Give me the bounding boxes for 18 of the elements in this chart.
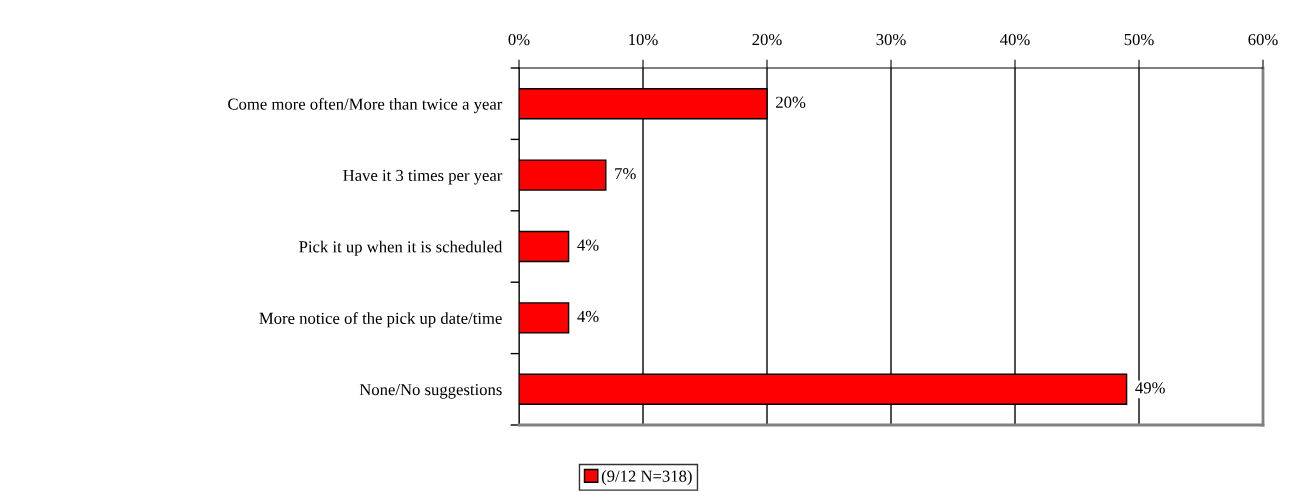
x-tick-label: 0%	[508, 33, 530, 46]
data-label: 4%	[577, 239, 599, 251]
legend-label: (9/12 N=318)	[601, 470, 692, 486]
data-label: 7%	[615, 168, 636, 180]
x-tick-label: 30%	[876, 33, 906, 46]
x-tick-label: 60%	[1248, 33, 1278, 46]
y-tick-label: Pick it up when it is scheduled	[299, 240, 503, 256]
x-tick-label: 20%	[752, 33, 782, 46]
x-tick-label: 10%	[629, 33, 658, 46]
y-tick-label: Come more often/More than twice a year	[228, 97, 503, 114]
data-label: 20%	[776, 96, 806, 108]
data-label: 4%	[577, 310, 599, 323]
data-label: 49%	[1135, 382, 1165, 394]
x-tick-label: 50%	[1124, 33, 1154, 46]
y-tick-label: More notice of the pick up date/time	[259, 312, 502, 328]
y-tick-label: Have it 3 times per year	[343, 169, 503, 185]
y-tick-label: None/No suggestions	[359, 384, 502, 399]
x-tick-label: 40%	[1000, 33, 1030, 46]
